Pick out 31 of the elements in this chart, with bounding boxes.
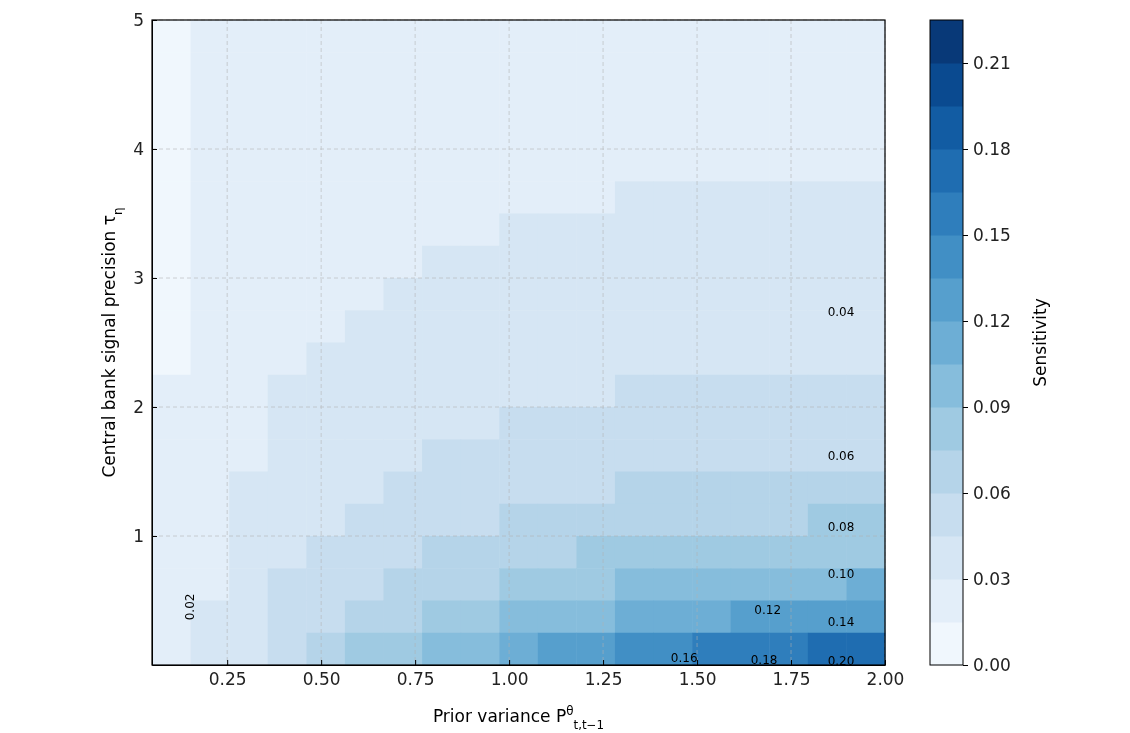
color-bar-label: 0.06 (973, 482, 1011, 503)
color-bar-label: 0.09 (973, 396, 1011, 417)
annotation: 0.18 (750, 653, 778, 668)
x-tick-label: 1.25 (584, 669, 623, 690)
annotation: 0.14 (827, 614, 855, 629)
annotation: 0.02 (183, 593, 198, 621)
y-tick-label: 4 (133, 138, 144, 159)
annotation: 0.16 (670, 651, 698, 666)
color-bar-title: Sensitivity (1029, 298, 1050, 387)
x-tick-label: 0.75 (396, 669, 435, 690)
color-bar-label: 0.00 (973, 654, 1011, 675)
color-bar-label: 0.18 (973, 138, 1011, 159)
y-tick-label: 5 (133, 9, 144, 30)
x-tick-label: 2.00 (866, 669, 905, 690)
y-tick-label: 1 (133, 525, 144, 546)
y-tick-label: 2 (133, 396, 144, 417)
color-bar-label: 0.15 (973, 224, 1011, 245)
y-tick-label: 3 (133, 267, 144, 288)
color-bar-label: 0.12 (973, 310, 1011, 331)
x-tick-label: 1.50 (678, 669, 717, 690)
annotation: 0.12 (754, 603, 782, 618)
x-tick-label: 1.75 (772, 669, 811, 690)
annotation: 0.06 (827, 448, 855, 463)
annotation: 0.04 (827, 304, 855, 319)
x-tick-label: 1.00 (490, 669, 529, 690)
x-tick-label: 0.50 (302, 669, 341, 690)
color-bar-label: 0.03 (973, 568, 1011, 589)
x-tick-label: 0.25 (208, 669, 247, 690)
color-bar-label: 0.21 (973, 52, 1011, 73)
annotation: 0.10 (827, 566, 855, 581)
annotation: 0.08 (827, 520, 855, 535)
